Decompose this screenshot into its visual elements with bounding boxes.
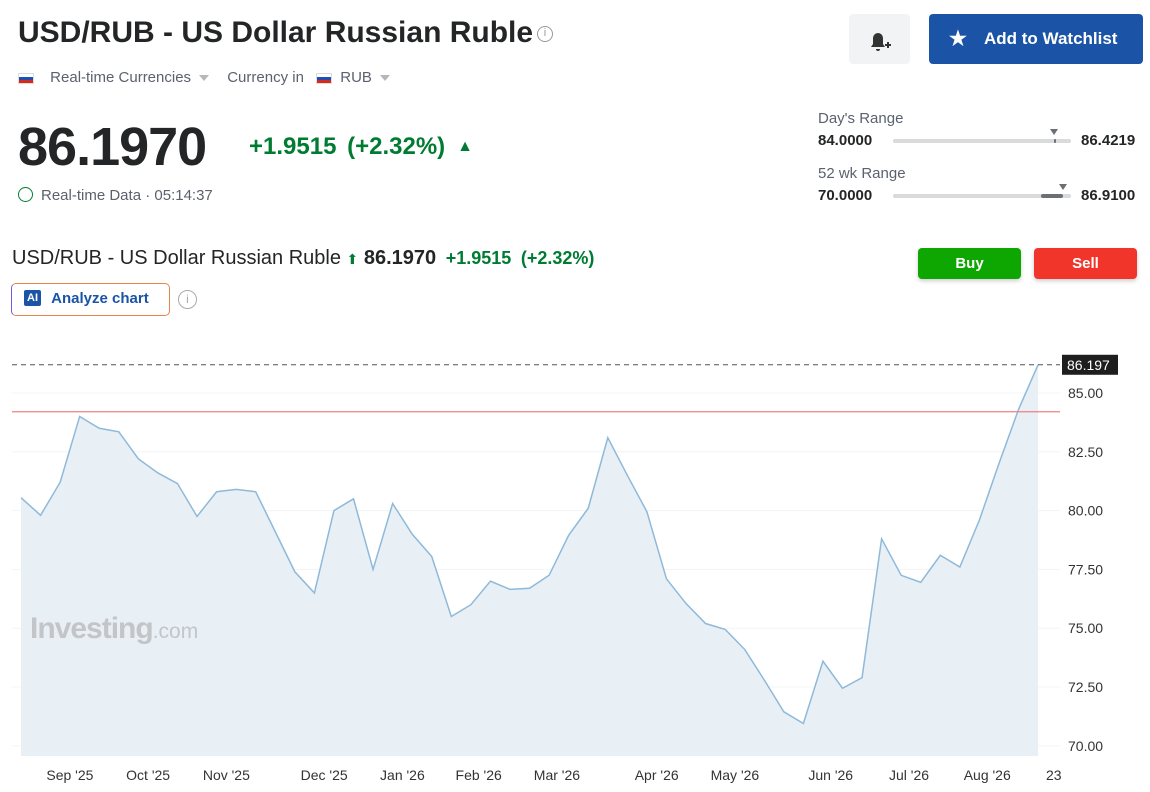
- change: +1.9515 (+2.32%) ▲: [249, 133, 473, 161]
- realtime: Real-time Data · 05:14:37: [18, 187, 213, 204]
- analyze-label: Analyze chart: [51, 290, 149, 307]
- x-tick-label: Sep '25: [46, 767, 93, 783]
- change-value: +1.9515: [249, 133, 337, 160]
- range-marker: [1059, 184, 1068, 190]
- chart-price: 86.1970: [363, 247, 437, 269]
- chart-change: +1.9515: [445, 248, 512, 268]
- info-icon[interactable]: i: [178, 290, 197, 309]
- price: 86.1970: [18, 117, 207, 177]
- range-high: 86.4219: [1081, 132, 1136, 149]
- analyze-button[interactable]: AI Analyze chart: [11, 283, 170, 316]
- clock-icon: [18, 187, 33, 202]
- x-tick-label: Mar '26: [534, 767, 580, 783]
- chart: 85.00 82.50 80.00 77.50 75.00 72.50 70.00 Sep '…: [12, 354, 1118, 783]
- last-price-label: 86.197: [1067, 357, 1110, 373]
- y-tick-label: 70.00: [1068, 738, 1103, 754]
- x-tick-label: Feb '26: [456, 767, 502, 783]
- watermark-suffix: .com: [152, 620, 199, 643]
- line: [20, 364, 1039, 725]
- realtime-label: Real-time Data: [41, 187, 142, 204]
- realtime-time: 05:14:37: [154, 187, 213, 204]
- caret: [199, 75, 210, 82]
- y-tick-label: 72.50: [1068, 679, 1103, 695]
- ai-badge: AI: [24, 290, 41, 306]
- range-high: 86.9100: [1081, 187, 1136, 204]
- x-tick-label: Jan '26: [380, 767, 425, 783]
- x-tick-label: Aug '26: [964, 767, 1011, 783]
- range-bar: [893, 194, 1071, 198]
- up-arrow: ⬆: [346, 251, 359, 267]
- y-tick-label: 75.00: [1068, 620, 1103, 636]
- x-tick-label: Jul '26: [889, 767, 929, 783]
- range-label: 52 wk Range: [818, 165, 906, 182]
- flag: [18, 72, 34, 84]
- watermark: Investing.com: [30, 612, 198, 646]
- chart-header: USD/RUB - US Dollar Russian Ruble ⬆ 86.1…: [12, 247, 594, 270]
- chart-title: USD/RUB - US Dollar Russian Ruble: [12, 247, 341, 269]
- y-tick-label: 77.50: [1068, 561, 1103, 577]
- caret: [379, 75, 390, 82]
- watchlist-label: Add to Watchlist: [984, 29, 1118, 48]
- info-icon[interactable]: i: [537, 26, 553, 42]
- change-pct: (+2.32%): [347, 133, 446, 160]
- x-tick-label: Jun '26: [808, 767, 853, 783]
- up-arrow: ▲: [457, 138, 473, 155]
- y-tick-label: 80.00: [1068, 503, 1103, 519]
- chart-change-pct: (+2.32%): [520, 248, 595, 268]
- flag: [316, 72, 333, 84]
- x-tick-label: Oct '25: [126, 767, 170, 783]
- range-bar: [893, 139, 1071, 143]
- range-fill: [1041, 194, 1064, 198]
- x-tick-label: 23: [1046, 767, 1062, 783]
- bell-icon: [871, 33, 891, 51]
- range-fill: [1054, 139, 1057, 143]
- range-marker: [1050, 129, 1059, 135]
- x-tick-label: Dec '25: [301, 767, 348, 783]
- currency-label: Currency in: [227, 69, 304, 86]
- watermark-brand: Investing: [30, 612, 154, 645]
- area: [20, 364, 1039, 756]
- range-label: Day's Range: [818, 110, 904, 127]
- sell-button[interactable]: Sell: [1034, 248, 1137, 279]
- title: USD/RUB - US Dollar Russian Ruble: [18, 16, 534, 49]
- x-tick-label: Nov '25: [203, 767, 250, 783]
- market[interactable]: Real-time Currencies: [50, 69, 192, 86]
- last-price-tag: [1062, 354, 1118, 375]
- buy-button[interactable]: Buy: [918, 248, 1021, 279]
- y-tick-label: 82.50: [1068, 444, 1103, 460]
- currency[interactable]: RUB: [340, 69, 372, 86]
- range-low: 70.0000: [818, 187, 873, 204]
- subline: Real-time Currencies Currency in RUB: [18, 69, 390, 86]
- x-tick-label: Apr '26: [635, 767, 679, 783]
- range-low: 84.0000: [818, 132, 873, 149]
- alert-button[interactable]: [849, 14, 910, 64]
- star-icon: ★: [949, 28, 967, 50]
- x-tick-label: May '26: [711, 767, 760, 783]
- watchlist-button[interactable]: ★ Add to Watchlist: [929, 14, 1143, 64]
- y-tick-label: 85.00: [1068, 385, 1103, 401]
